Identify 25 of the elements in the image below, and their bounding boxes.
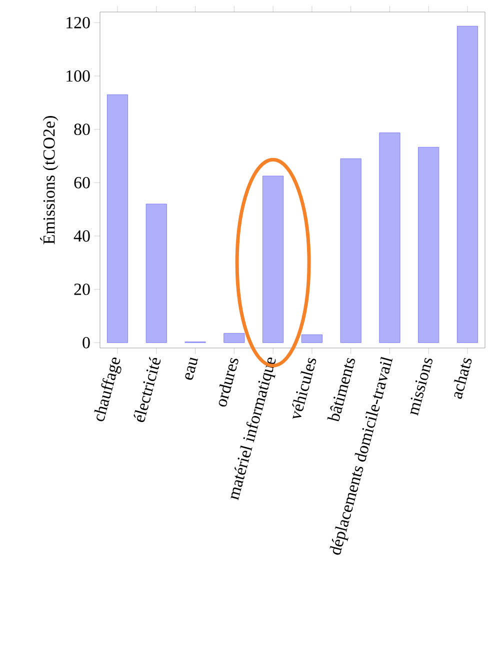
bar bbox=[301, 334, 322, 343]
bar bbox=[146, 204, 167, 343]
bar bbox=[106, 94, 128, 343]
y-tick-label: 20 bbox=[74, 284, 90, 296]
y-tick-label: 40 bbox=[74, 230, 90, 242]
y-tick-label: 0 bbox=[82, 336, 90, 348]
bar bbox=[224, 333, 245, 343]
bar bbox=[418, 146, 440, 343]
x-tick-label: achats bbox=[454, 358, 472, 399]
y-axis-title: Émissions (tCO2e) bbox=[40, 116, 58, 244]
x-tick-label: véhicules bbox=[292, 358, 316, 419]
bar bbox=[456, 26, 478, 343]
bar bbox=[340, 158, 362, 343]
x-tick-label: chauffage bbox=[94, 358, 122, 422]
x-tick-label: eau bbox=[185, 358, 198, 380]
x-tick-label: missions bbox=[410, 358, 432, 416]
x-tick-label: bâtiments bbox=[327, 358, 355, 422]
y-tick-label: 120 bbox=[66, 16, 90, 28]
x-tick-label: électricité bbox=[134, 356, 161, 422]
y-tick-label: 80 bbox=[74, 124, 90, 136]
bar bbox=[379, 132, 400, 343]
x-tick-label: ordures bbox=[218, 358, 238, 407]
y-tick-label: 100 bbox=[66, 70, 90, 82]
y-tick-label: 60 bbox=[74, 176, 90, 188]
bar bbox=[262, 176, 284, 343]
